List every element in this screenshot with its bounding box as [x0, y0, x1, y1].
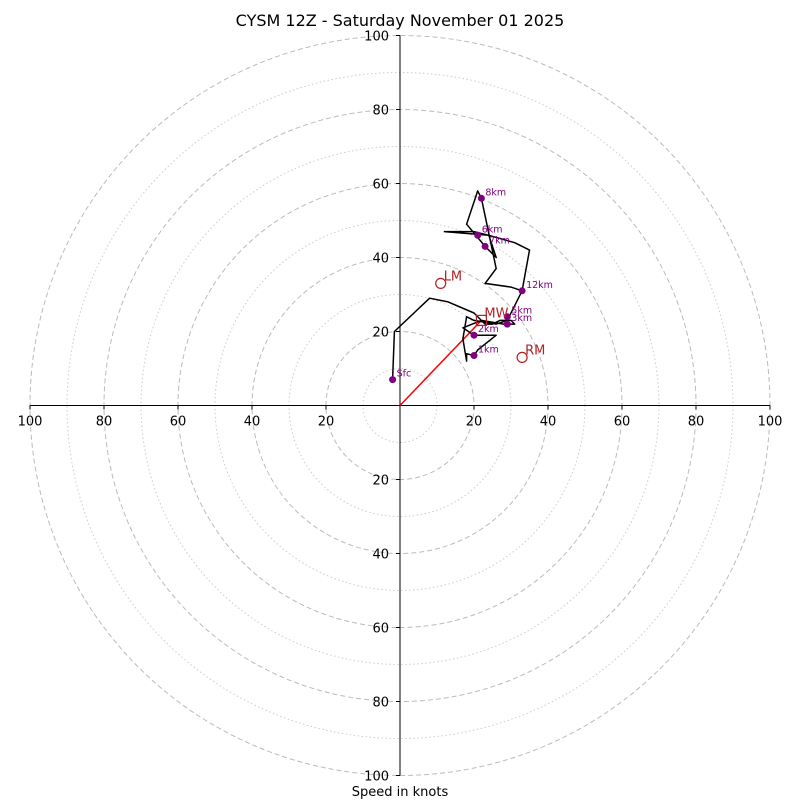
- x-tick-label: 40: [540, 415, 557, 430]
- storm-motion-rm-label: RM: [525, 343, 545, 358]
- height-label-3km: 3km: [511, 313, 532, 324]
- x-tick-label: 80: [688, 415, 705, 430]
- storm-motion-mw-label: MW: [484, 306, 508, 321]
- x-tick-label: 60: [170, 415, 187, 430]
- x-tick-label: 100: [758, 415, 783, 430]
- mean-wind-vector-layer: [399, 319, 482, 407]
- y-tick-label: 60: [372, 178, 389, 193]
- y-tick-label: 80: [372, 696, 389, 711]
- x-tick-label: 20: [318, 415, 335, 430]
- x-axis-label: Speed in knots: [352, 785, 449, 800]
- x-tick-label: 80: [96, 415, 113, 430]
- height-marker-3km: [503, 320, 511, 328]
- storm-motion-mw-marker: [475, 314, 487, 326]
- height-label-1km: 1km: [478, 345, 499, 356]
- height-label-Sfc: Sfc: [397, 369, 412, 380]
- y-tick-label: 80: [372, 104, 389, 119]
- height-marker-7km: [481, 242, 489, 250]
- y-tick-label: 20: [372, 326, 389, 341]
- x-tick-label: 40: [244, 415, 261, 430]
- y-tick-label: 40: [372, 252, 389, 267]
- hodograph-trace: [391, 190, 531, 380]
- height-label-6km: 6km: [482, 224, 503, 235]
- height-label-2km: 2km: [478, 324, 499, 335]
- x-tick-label: 20: [466, 415, 483, 430]
- height-marker-12km: [518, 287, 526, 295]
- height-label-12km: 12km: [526, 280, 553, 291]
- height-marker-1km: [470, 352, 478, 360]
- height-label-5km: 5km: [511, 306, 532, 317]
- y-tick-label: 100: [364, 770, 389, 785]
- storm-motion-markers: LM RM MW: [435, 269, 545, 363]
- y-tick-label: 20: [372, 474, 389, 489]
- chart-title: CYSM 12Z - Saturday November 01 2025: [236, 11, 565, 30]
- height-marker-6km: [474, 231, 482, 239]
- tick-labels: 100 80 60 40 20 20 40 60 80 100 100 80 60 40 20 20 40 60 8…: [18, 30, 783, 785]
- height-label-7km: 7km: [489, 235, 510, 246]
- x-tick-label: 100: [18, 415, 43, 430]
- x-tick-label: 60: [614, 415, 631, 430]
- mean-wind-vector: [399, 319, 482, 407]
- height-marker-5km: [503, 313, 511, 321]
- height-marker-Sfc: [389, 376, 397, 384]
- height-marker-2km: [470, 331, 478, 339]
- y-tick-label: 100: [364, 30, 389, 45]
- height-marker-8km: [477, 194, 485, 202]
- storm-motion-lm-marker: [435, 277, 447, 289]
- hodograph-trace-layer: [391, 190, 531, 380]
- height-label-8km: 8km: [485, 187, 506, 198]
- storm-motion-rm-marker: [516, 351, 528, 363]
- storm-motion-lm-label: LM: [444, 269, 462, 284]
- y-tick-label: 60: [372, 622, 389, 637]
- y-tick-label: 40: [372, 548, 389, 563]
